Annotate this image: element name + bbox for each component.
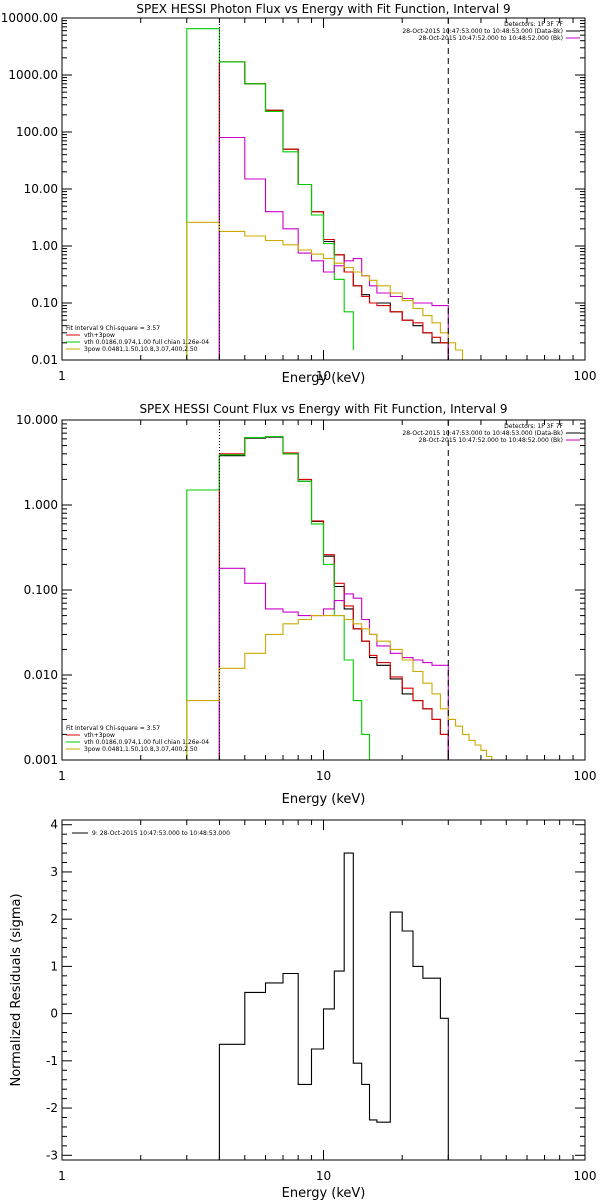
legend-entry: 28-Oct-2015 10:47:53.000 to 10:48:53.000…: [402, 430, 563, 437]
plot-frame: [61, 17, 586, 361]
legend-entry: vth 0.0186,0.974,1.00 full chian 1.26e-0…: [84, 739, 209, 746]
x-tick-label: 100: [574, 1169, 597, 1183]
y-tick-label: 0.001: [24, 753, 58, 767]
series-line-1: [218, 61, 449, 360]
y-tick-label: 10000.00: [1, 11, 58, 25]
y-axis-label: Normalized Residuals (sigma): [9, 893, 24, 1086]
legend-entry: vth 0.0186,0.974,1.00 full chian 1.26e-0…: [84, 339, 209, 346]
chart-title: SPEX HESSI Count Flux vs Energy with Fit…: [139, 402, 507, 416]
plot-frame: [61, 419, 586, 761]
y-tick-label: 3: [50, 865, 58, 879]
series-line-3: [186, 28, 354, 360]
series-group: [186, 28, 469, 360]
legend-entry: Fit Interval 9 Chi-square = 3.57: [66, 325, 160, 332]
x-axis-label: Energy (keV): [282, 792, 366, 807]
y-tick-label: 0.10: [31, 296, 58, 310]
plot-frame: [61, 819, 586, 1161]
series-line-5: [186, 221, 469, 360]
x-tick-label: 10: [316, 1169, 331, 1183]
legend-entry: Fit Interval 9 Chi-square = 3.57: [66, 725, 160, 732]
x-tick-label: 1: [58, 369, 66, 383]
legend-entry: 9: 28-Oct-2015 10:47:53.000 to 10:48:53.…: [92, 830, 230, 837]
series-group: [186, 435, 497, 760]
x-tick-label: 1: [58, 769, 66, 783]
y-tick-label: 0.010: [24, 668, 58, 682]
x-axis-label: Energy (keV): [282, 371, 366, 386]
y-tick-label: 0.100: [24, 583, 58, 597]
y-tick-label: -1: [46, 1054, 58, 1068]
x-axis-label: Energy (keV): [282, 1186, 366, 1200]
y-tick-label: 1: [50, 959, 58, 973]
x-tick-label: 100: [574, 769, 597, 783]
y-tick-label: 4: [50, 818, 58, 832]
y-tick-label: 1.00: [31, 239, 58, 253]
y-tick-label: 10.000: [16, 413, 58, 427]
y-tick-label: 100.00: [16, 125, 58, 139]
chart-panel-2: SPEX HESSI Count Flux vs Energy with Fit…: [16, 402, 596, 807]
legend-entry: 28-Oct-2015 10:47:52.000 to 10:48:52.000…: [419, 437, 563, 444]
legend-entry: vth+3pow: [84, 332, 115, 339]
series-line-1: [218, 852, 449, 1160]
y-tick-label: 0: [50, 1007, 58, 1021]
chart-title: SPEX HESSI Photon Flux vs Energy with Fi…: [136, 2, 510, 16]
chart-panel-1: SPEX HESSI Photon Flux vs Energy with Fi…: [1, 2, 597, 386]
series-line-2: [218, 61, 449, 360]
y-tick-label: 10.00: [24, 182, 58, 196]
legend-entry: Detectors: 1F 3F 7F: [504, 423, 563, 430]
legend-entry: vth+3pow: [84, 732, 115, 739]
legend-entry: Detectors: 1F 3F 7F: [504, 21, 563, 28]
legend-entry: 3pow 0.0481,1.50,10.8,3.07,400,2.50: [84, 346, 198, 353]
legend-entry: 28-Oct-2015 10:47:53.000 to 10:48:53.000…: [402, 28, 563, 35]
y-tick-label: -2: [46, 1101, 58, 1115]
y-tick-label: 1000.00: [8, 68, 58, 82]
legend-entry: 3pow 0.0481,1.50,10.8,3.07,400,2.50: [84, 746, 198, 753]
series-line-3: [186, 435, 371, 760]
y-tick-label: 0.01: [31, 353, 58, 367]
y-tick-label: 2: [50, 912, 58, 926]
x-tick-label: 1: [58, 1169, 66, 1183]
chart-panel-3: 1 10 100 -3 -2 -1 0 1 2 3 4 Energy (keV) Normalized …: [9, 818, 596, 1200]
x-tick-label: 10: [316, 769, 331, 783]
y-tick-label: 1.000: [24, 498, 58, 512]
series-group: [218, 852, 449, 1160]
series-line-5: [186, 615, 497, 760]
series-line-4: [218, 567, 449, 760]
x-tick-label: 10: [316, 369, 331, 383]
x-tick-label: 100: [574, 369, 597, 383]
legend-entry: 28-Oct-2015 10:47:52.000 to 10:48:52.000…: [419, 35, 563, 42]
y-tick-label: -3: [46, 1148, 58, 1162]
